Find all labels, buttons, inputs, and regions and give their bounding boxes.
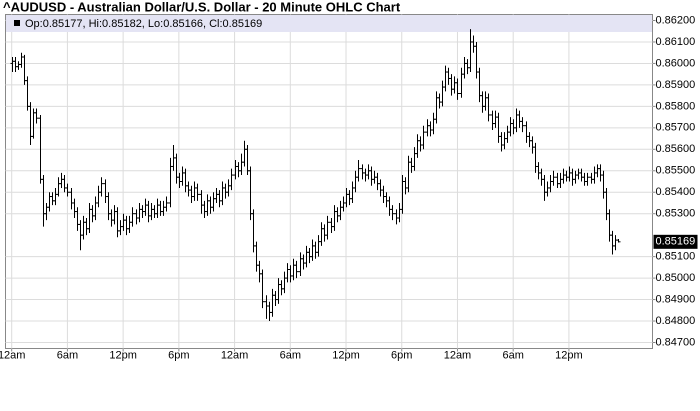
- x-tick-label: 12pm: [109, 349, 137, 361]
- y-tick-label: 0.85700: [656, 122, 696, 134]
- x-tick-label: 6am: [280, 349, 301, 361]
- y-tick-label: 0.86200: [656, 14, 696, 26]
- x-tick-label: 12am: [444, 349, 472, 361]
- chart-title: ^AUDUSD - Australian Dollar/U.S. Dollar …: [3, 0, 401, 14]
- y-tick-label: 0.84700: [656, 336, 696, 348]
- grid: [5, 14, 653, 349]
- x-tick-label: 12pm: [332, 349, 360, 361]
- y-tick-label: 0.84900: [656, 293, 696, 305]
- x-tick-label: 12am: [0, 349, 25, 361]
- y-tick-label: 0.85300: [656, 208, 696, 220]
- y-tick-label: 0.85500: [656, 165, 696, 177]
- x-tick-label: 12am: [221, 349, 249, 361]
- y-tick-label: 0.86100: [656, 36, 696, 48]
- x-tick-label: 6am: [57, 349, 78, 361]
- y-tick-label: 0.85000: [656, 272, 696, 284]
- y-tick-label: 0.86000: [656, 57, 696, 69]
- x-tick-label: 12pm: [555, 349, 583, 361]
- last-price-box: [653, 234, 698, 249]
- last-price-label: 0.85169: [656, 236, 696, 248]
- axes: 0.86200 0.86100 0.86000 0.85900 0.85800 0.857…: [0, 14, 698, 361]
- bars: [10, 29, 621, 322]
- plot-frame: [5, 14, 653, 349]
- y-tick-label: 0.85600: [656, 143, 696, 155]
- y-tick-label: 0.85900: [656, 79, 696, 91]
- y-tick-label: 0.85100: [656, 251, 696, 263]
- y-tick-label: 0.85800: [656, 100, 696, 112]
- x-tick-label: 6pm: [168, 349, 189, 361]
- legend-band: [6, 15, 652, 32]
- legend-text: Op:0.85177, Hi:0.85182, Lo:0.85166, Cl:0…: [25, 18, 262, 30]
- legend-swatch: [14, 20, 20, 26]
- y-tick-label: 0.84800: [656, 315, 696, 327]
- y-tick-label: 0.85400: [656, 186, 696, 198]
- x-tick-label: 6am: [502, 349, 523, 361]
- x-tick-label: 6pm: [391, 349, 412, 361]
